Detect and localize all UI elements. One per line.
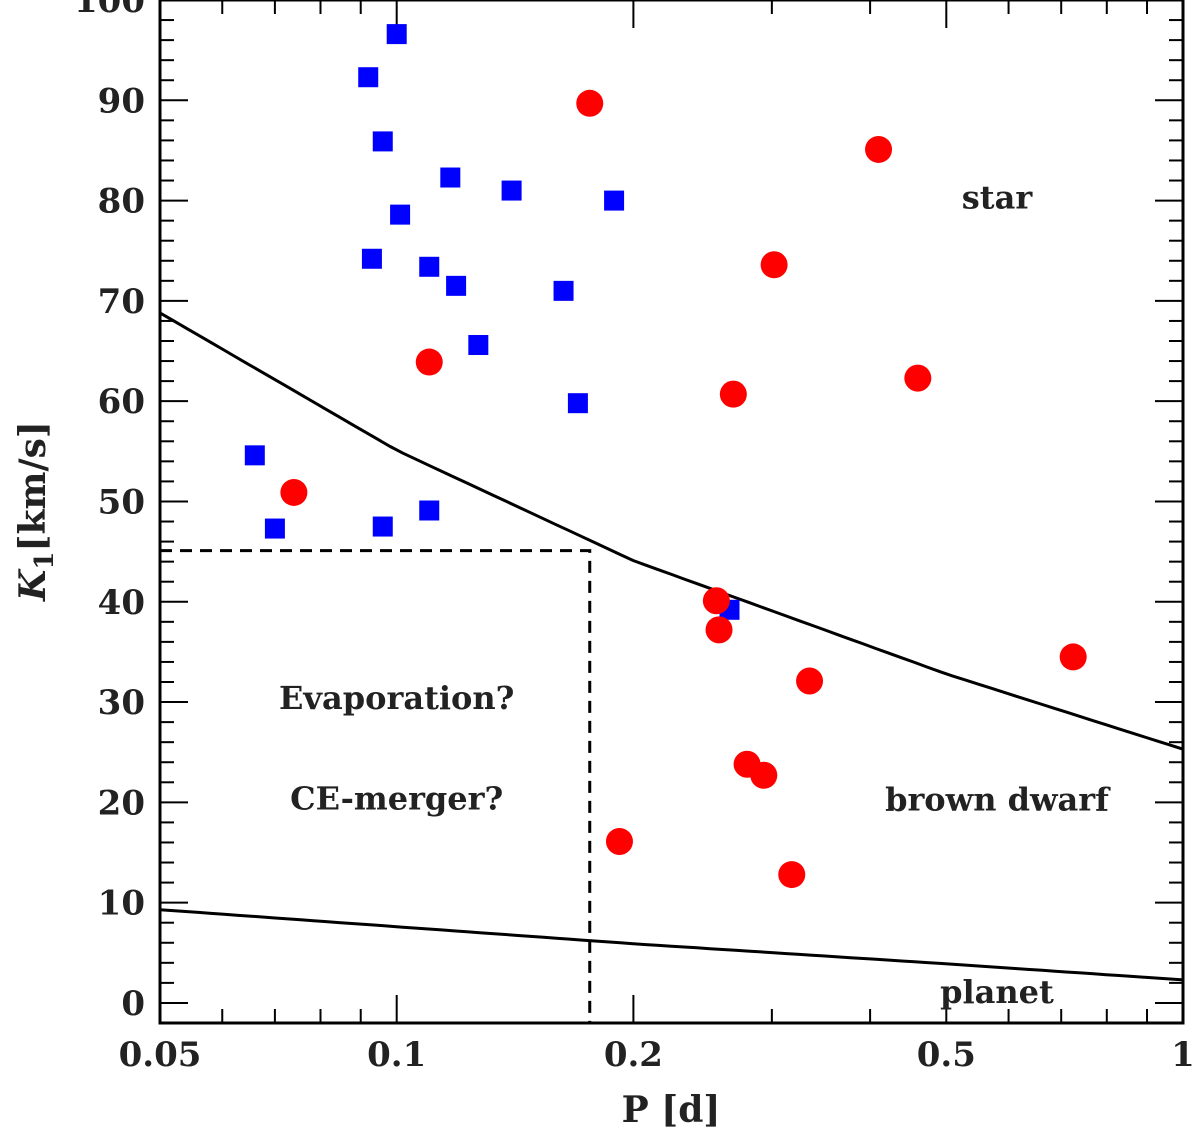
square-point — [419, 500, 440, 521]
region-label: planet — [940, 973, 1054, 1011]
data-points — [244, 24, 1087, 889]
region-label: brown dwarf — [885, 780, 1111, 818]
y-tick-label: 80 — [98, 182, 145, 222]
square-point — [567, 393, 588, 414]
y-tick-label: 30 — [98, 683, 145, 723]
circle-point — [904, 364, 932, 392]
square-point — [390, 204, 411, 225]
boundary-curve — [159, 908, 1184, 982]
square-point — [446, 275, 467, 296]
y-axis-title: K1[km/s] — [12, 421, 60, 602]
plot-frame — [158, 0, 1185, 1025]
x-tick-label: 0.1 — [367, 1035, 426, 1075]
x-axis-title: P [d] — [622, 1089, 721, 1131]
y-tick-label: 50 — [98, 482, 145, 522]
square-point — [264, 518, 285, 539]
x-tick-label: 0.5 — [917, 1035, 976, 1075]
y-tick-label: 40 — [98, 583, 145, 623]
x-tick-label: 1 — [1171, 1035, 1195, 1075]
circle-point — [719, 380, 747, 408]
square-point — [361, 248, 382, 269]
circle-point — [576, 89, 604, 117]
region-label: star — [962, 179, 1034, 217]
square-point — [358, 67, 379, 88]
circle-point — [1059, 643, 1087, 671]
region-label: Evaporation? — [279, 679, 514, 717]
square-point — [440, 167, 461, 188]
svg-text:K1[km/s]: K1[km/s] — [12, 421, 60, 602]
circle-point — [702, 587, 730, 615]
square-point — [468, 335, 489, 356]
square-point — [372, 516, 393, 537]
dashed-region — [160, 549, 592, 1023]
region-label: CE-merger? — [290, 779, 503, 817]
y-tick-label: 0 — [121, 984, 145, 1024]
circle-point — [605, 827, 633, 855]
y-axis-title-symbol: K — [12, 568, 54, 602]
square-point — [419, 256, 440, 277]
square-point — [244, 445, 265, 466]
square-point — [501, 180, 522, 201]
circle-point — [760, 251, 788, 279]
region-annotations: star brown dwarf planet Evaporation? CE-merg… — [279, 179, 1111, 1011]
circle-point — [415, 348, 443, 376]
y-tick-label: 100 — [74, 0, 145, 21]
circle-point — [705, 616, 733, 644]
y-tick-label: 20 — [98, 783, 145, 823]
circle-point — [280, 478, 308, 506]
circle-point — [865, 135, 893, 163]
axis-ticks — [159, 0, 1184, 1023]
square-point — [386, 24, 407, 45]
square-point — [553, 280, 574, 301]
y-tick-label: 70 — [98, 282, 145, 322]
circle-point — [796, 667, 824, 695]
square-point — [372, 131, 393, 152]
circle-point — [778, 861, 806, 889]
y-axis-title-unit: [km/s] — [12, 421, 54, 552]
boundary-curves — [159, 311, 1184, 982]
dashed-boundary — [160, 549, 592, 1023]
y-axis-title-subscript: 1 — [30, 552, 60, 570]
y-tick-label: 90 — [98, 81, 145, 121]
y-tick-label: 10 — [98, 884, 145, 924]
boundary-curve — [159, 311, 1184, 751]
x-tick-label: 0.2 — [604, 1035, 663, 1075]
y-tick-label: 60 — [98, 382, 145, 422]
circle-point — [750, 761, 778, 789]
square-point — [604, 190, 625, 211]
x-tick-label: 0.05 — [119, 1035, 202, 1075]
